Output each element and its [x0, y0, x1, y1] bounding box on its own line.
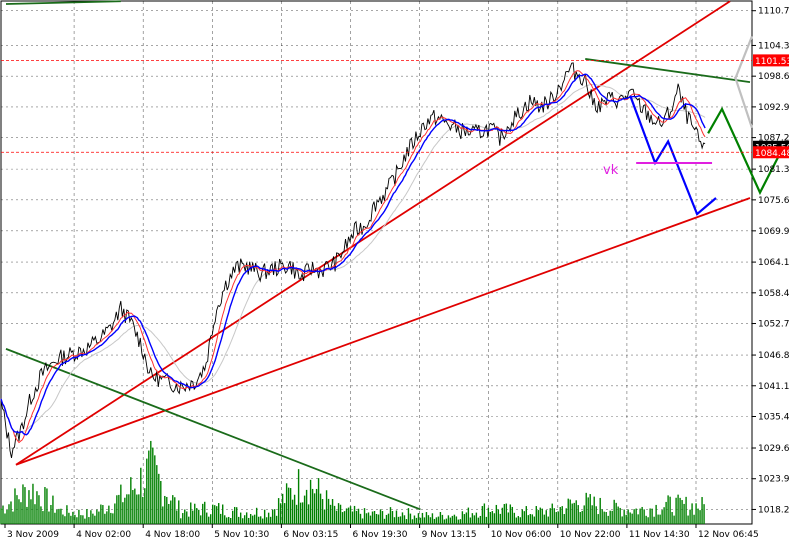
x-tick-label-1: 4 Nov 02:00	[76, 530, 131, 540]
projection-path-1	[707, 106, 783, 196]
y-tick-label-5: 1081.35	[758, 165, 789, 175]
x-tick-label-0: 3 Nov 2009	[7, 530, 59, 540]
y-tick-label-11: 1046.85	[758, 351, 789, 361]
grid-lines	[1, 1, 752, 524]
y-tick-label-3: 1092.90	[758, 103, 789, 113]
x-tick-label-3: 5 Nov 10:30	[214, 530, 269, 540]
x-axis: 3 Nov 2009 4 Nov 02:00 4 Nov 18:00 5 Nov 10…	[4, 524, 759, 540]
y-tick-label-8: 1064.10	[758, 258, 789, 268]
y-tick-label-16: 1018.20	[758, 505, 789, 515]
y-tick-label-13: 1035.45	[758, 412, 789, 422]
price-tag-box-2	[753, 146, 789, 159]
trend-line-3	[5, 0, 121, 5]
y-tick-label-9: 1058.40	[758, 289, 789, 299]
x-tick-label-4: 6 Nov 03:15	[283, 530, 338, 540]
y-tick-label-15: 1023.90	[758, 475, 789, 485]
x-tick-label-7: 10 Nov 06:00	[491, 530, 552, 540]
plot-frame	[0, 0, 753, 525]
ma-red-line	[0, 70, 706, 444]
y-tick-label-14: 1029.60	[758, 444, 789, 454]
projection-paths	[629, 35, 783, 216]
trend-line-1	[15, 197, 751, 466]
y-tick-label-4: 1087.20	[758, 134, 789, 144]
projection-path-2	[733, 35, 754, 80]
trend-lines	[5, 0, 751, 511]
projection-path-0	[629, 95, 717, 216]
price-line	[0, 62, 706, 458]
y-tick-label-0: 1110.75	[758, 7, 789, 17]
trend-line-0	[15, 0, 731, 466]
x-tick-label-9: 11 Nov 14:30	[629, 530, 690, 540]
ma-blue-line	[0, 73, 706, 436]
x-tick-label-10: 12 Nov 06:45	[698, 530, 759, 540]
y-tick-label-2: 1098.60	[758, 72, 789, 82]
x-tick-label-5: 6 Nov 19:30	[353, 530, 408, 540]
y-tick-label-1: 1104.30	[758, 41, 789, 51]
ma-gray-line	[0, 83, 706, 434]
price-tag-label-0: 1101.53	[755, 57, 789, 67]
y-tick-label-12: 1041.15	[758, 382, 789, 392]
annotation-vk: vk	[603, 163, 619, 178]
volume-bars	[0, 440, 705, 524]
price-levels	[1, 59, 752, 164]
x-tick-label-6: 9 Nov 13:15	[422, 530, 477, 540]
trend-line-2	[5, 348, 421, 511]
price-tag-box-0	[753, 54, 789, 67]
price-tag-label-2: 1084.48	[755, 149, 789, 159]
y-tick-label-10: 1052.70	[758, 320, 789, 330]
projection-path-3	[733, 76, 754, 129]
price-series	[0, 62, 706, 458]
trend-line-4	[585, 58, 751, 83]
y-tick-label-7: 1069.90	[758, 227, 789, 237]
x-tick-label-8: 10 Nov 22:00	[560, 530, 621, 540]
y-tick-label-6: 1075.65	[758, 196, 789, 206]
y-axis: 1110.75 1104.30 1098.60 1092.90 1087.20 1081.…	[752, 7, 789, 515]
x-tick-label-2: 4 Nov 18:00	[145, 530, 200, 540]
